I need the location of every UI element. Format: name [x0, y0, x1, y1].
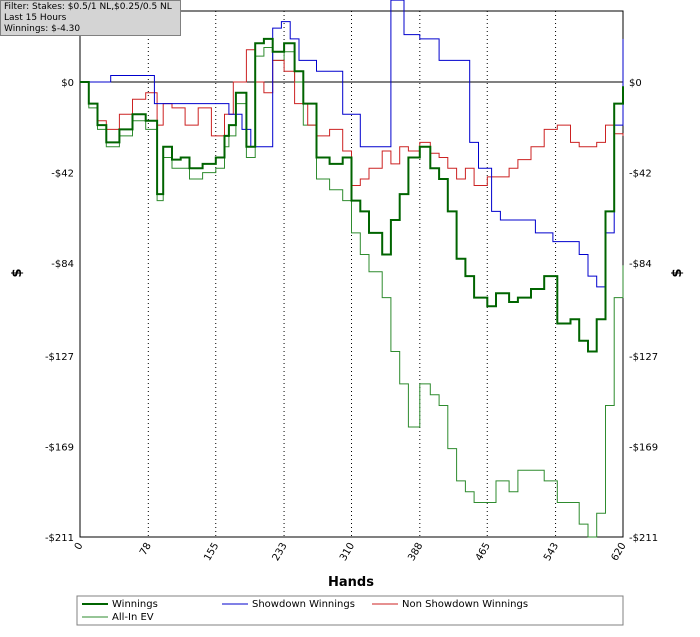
y-axis-left: $0 -$42 -$84 -$127 -$169 -$211: [45, 78, 74, 544]
plot-area: [79, 10, 624, 538]
y-tick-label-left: -$42: [51, 169, 74, 180]
filter-winnings: Winnings: $-4.30: [4, 24, 81, 34]
series-line-showdown-winnings: [80, 0, 624, 288]
legend-label: All-In EV: [112, 612, 154, 623]
x-tick-label: 620: [610, 541, 629, 563]
y-axis-title-right: $: [670, 268, 685, 277]
y-tick-label-left: -$84: [51, 259, 74, 270]
legend: Winnings All-In EV Showdown Winnings Non Sh…: [82, 599, 528, 623]
y-tick-label-right: -$84: [629, 259, 652, 270]
y-tick-label-left: -$211: [45, 533, 74, 544]
legend-label: Non Showdown Winnings: [402, 599, 528, 610]
y-tick-label-left: $0: [61, 78, 74, 89]
series-line-winnings: [80, 37, 624, 353]
legend-label: Winnings: [112, 599, 158, 610]
x-tick-label: 233: [271, 541, 290, 563]
y-tick-label-right: -$211: [629, 533, 658, 544]
x-axis: 0 78 155 233 310 388 465 543 620: [73, 541, 629, 563]
x-tick-label: 78: [138, 541, 154, 558]
y-axis-right: $0 -$42 -$84 -$127 -$169 -$211: [629, 78, 658, 544]
x-tick-label: 388: [406, 541, 425, 563]
y-tick-label-right: -$127: [629, 352, 658, 363]
x-axis-title: Hands: [328, 575, 374, 590]
x-tick-label: 465: [474, 541, 493, 563]
y-axis-title-left: $: [10, 268, 25, 277]
legend-box: [76, 595, 624, 626]
x-tick-label: 155: [202, 541, 221, 563]
y-tick-label-right: -$169: [629, 442, 658, 453]
y-tick-label-left: -$169: [45, 442, 74, 453]
filter-box: Filter: Stakes: $0.5/1 NL,$0.25/0.5 NL L…: [0, 0, 181, 36]
filter-time: Last 15 Hours: [4, 13, 67, 23]
x-tick-label: 543: [542, 541, 561, 563]
y-tick-label-right: $0: [629, 78, 642, 89]
y-tick-label-right: -$42: [629, 169, 652, 180]
x-tick-label: 310: [338, 541, 357, 563]
filter-stakes: Filter: Stakes: $0.5/1 NL,$0.25/0.5 NL: [4, 2, 172, 12]
series-group: [80, 0, 624, 538]
legend-label: Showdown Winnings: [252, 599, 355, 610]
y-tick-label-left: -$127: [45, 352, 74, 363]
x-tick-label: 0: [73, 541, 86, 552]
